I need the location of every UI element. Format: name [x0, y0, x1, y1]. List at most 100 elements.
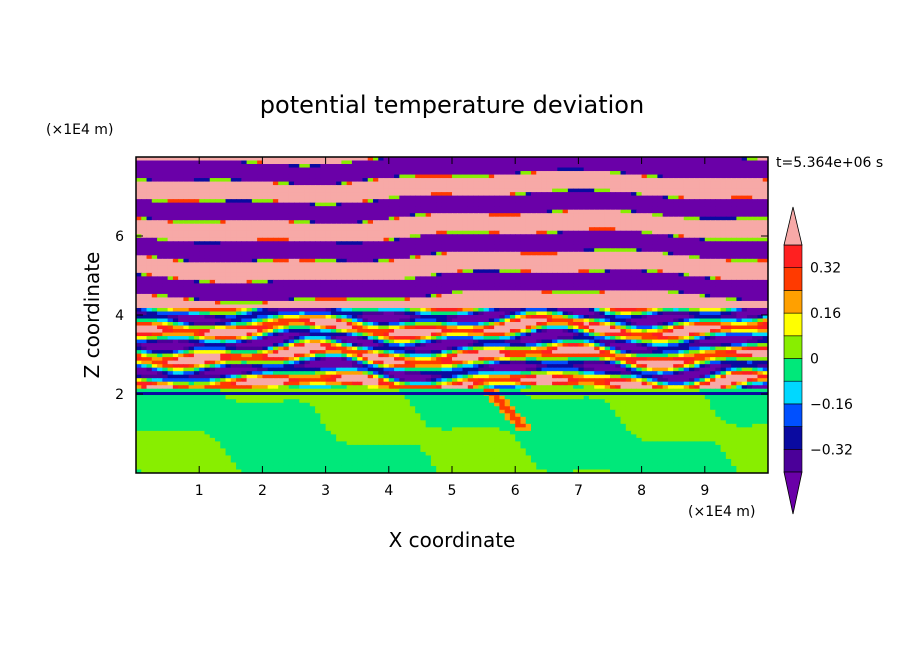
heatmap-cell: [399, 185, 406, 190]
heatmap-cell: [657, 209, 664, 214]
heatmap-cell: [741, 258, 748, 263]
heatmap-cell: [746, 262, 753, 267]
heatmap-cell: [731, 227, 737, 232]
heatmap-cell: [420, 157, 427, 162]
heatmap-cell: [631, 160, 637, 165]
heatmap-cell: [267, 251, 274, 256]
heatmap-cell: [610, 255, 616, 260]
heatmap-cell: [262, 276, 269, 281]
heatmap-cell: [741, 283, 748, 288]
heatmap-cell: [304, 220, 311, 225]
heatmap-cell: [562, 241, 569, 246]
heatmap-cell: [599, 286, 606, 292]
heatmap-cell: [452, 244, 458, 249]
heatmap-cell: [283, 276, 290, 281]
heatmap-cell: [531, 199, 537, 204]
heatmap-cell: [567, 160, 574, 165]
heatmap-cell: [525, 286, 532, 292]
heatmap-cell: [725, 265, 732, 270]
heatmap-cell: [752, 286, 759, 292]
heatmap-cell: [294, 248, 300, 253]
heatmap-cell: [667, 220, 674, 225]
heatmap-cell: [525, 171, 532, 176]
heatmap-cell: [341, 171, 348, 176]
heatmap-cell: [699, 181, 706, 186]
heatmap-cell: [357, 178, 364, 183]
heatmap-cell: [399, 283, 406, 288]
heatmap-cell: [257, 160, 263, 165]
heatmap-cell: [736, 258, 743, 263]
heatmap-cell: [499, 258, 506, 263]
heatmap-cell: [483, 297, 490, 302]
heatmap-cell: [215, 206, 221, 211]
heatmap-cell: [436, 286, 443, 292]
heatmap-cell: [594, 276, 601, 281]
heatmap-cell: [136, 248, 142, 253]
heatmap-cell: [336, 181, 342, 186]
heatmap-cell: [425, 220, 432, 225]
heatmap-cell: [652, 244, 658, 249]
heatmap-cell: [467, 192, 474, 197]
heatmap-cell: [757, 206, 764, 211]
heatmap-cell: [567, 279, 574, 284]
heatmap-cell: [199, 199, 206, 204]
heatmap-cell: [641, 265, 648, 270]
heatmap-cell: [452, 213, 458, 218]
heatmap-cell: [657, 157, 664, 162]
heatmap-cell: [441, 293, 448, 299]
heatmap-cell: [762, 171, 768, 176]
heatmap-cell: [694, 171, 701, 176]
heatmap-cell: [162, 276, 169, 281]
heatmap-cell: [604, 223, 611, 228]
heatmap-cell: [694, 157, 701, 162]
heatmap-cell: [757, 157, 764, 162]
heatmap-cell: [594, 181, 601, 186]
heatmap-cell: [199, 269, 206, 274]
heatmap-cell: [710, 213, 716, 218]
heatmap-cell: [615, 164, 622, 169]
heatmap-cell: [199, 202, 206, 207]
heatmap-cell: [562, 262, 569, 267]
heatmap-cell: [436, 276, 443, 281]
heatmap-cell: [494, 213, 500, 218]
heatmap-cell: [241, 286, 248, 292]
heatmap-cell: [167, 234, 174, 239]
heatmap-cell: [452, 178, 458, 183]
heatmap-cell: [452, 265, 458, 270]
heatmap-cell: [704, 178, 711, 183]
heatmap-cell: [725, 171, 732, 176]
heatmap-cell: [546, 265, 553, 270]
heatmap-cell: [694, 297, 701, 302]
heatmap-cell: [336, 188, 342, 193]
heatmap-cell: [399, 223, 406, 228]
heatmap-cell: [183, 174, 190, 179]
heatmap-cell: [552, 244, 558, 249]
heatmap-cell: [141, 237, 148, 242]
heatmap-cell: [225, 164, 232, 169]
heatmap-cell: [272, 234, 279, 239]
heatmap-cell: [330, 241, 337, 246]
heatmap-cell: [236, 209, 242, 214]
heatmap-cell: [762, 164, 768, 169]
heatmap-cell: [151, 157, 158, 162]
heatmap-cell: [183, 167, 190, 172]
heatmap-cell: [225, 262, 232, 267]
heatmap-cell: [689, 223, 695, 228]
heatmap-cell: [351, 230, 358, 235]
heatmap-cell: [336, 265, 342, 270]
heatmap-cell: [715, 272, 722, 277]
heatmap-cell: [631, 234, 637, 239]
heatmap-cell: [299, 241, 306, 246]
heatmap-cell: [715, 220, 722, 225]
heatmap-cell: [652, 188, 658, 193]
heatmap-cell: [373, 283, 379, 288]
heatmap-cell: [167, 227, 174, 232]
heatmap-cell: [631, 279, 637, 284]
heatmap-cell: [483, 206, 490, 211]
heatmap-cell: [225, 248, 232, 253]
heatmap-cell: [446, 262, 453, 267]
heatmap-cell: [267, 188, 274, 193]
heatmap-cell: [272, 209, 279, 214]
heatmap-cell: [652, 164, 658, 169]
heatmap-cell: [257, 251, 263, 256]
